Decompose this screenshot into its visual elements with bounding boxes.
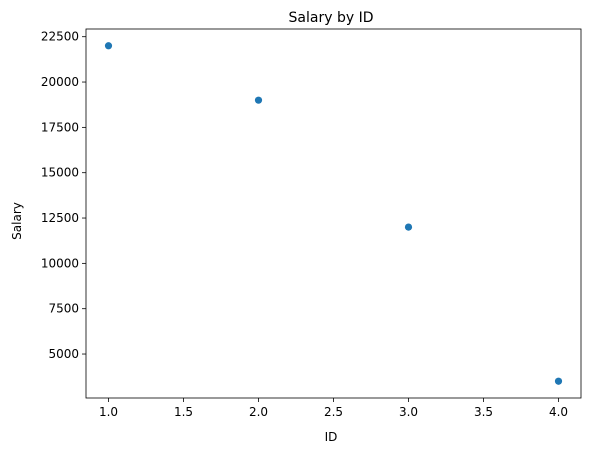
x-tick-label: 3.0 (399, 405, 418, 419)
x-tick-label: 1.5 (174, 405, 193, 419)
chart-title: Salary by ID (289, 10, 374, 26)
y-tick-label: 17500 (41, 120, 79, 134)
data-point (404, 223, 413, 231)
data-point (104, 42, 113, 50)
plot-frame (85, 28, 582, 399)
x-tick-label: 4.0 (549, 405, 568, 419)
data-point (254, 96, 263, 104)
x-tick-label: 2.5 (324, 405, 343, 419)
data-point (554, 377, 563, 385)
x-tick-label: 2.0 (249, 405, 268, 419)
y-tick-label: 12500 (41, 211, 79, 225)
x-tick-label: 1.0 (99, 405, 118, 419)
y-tick-label: 7500 (48, 302, 79, 316)
y-tick-label: 22500 (41, 30, 79, 44)
x-axis-ticks: 1.0 1.5 2.0 2.5 3.0 3.5 4.0 (99, 398, 568, 419)
y-tick-label: 5000 (48, 347, 79, 361)
y-axis-ticks: 5000 7500 10000 12500 15000 17500 20000 22500 (41, 30, 86, 361)
y-tick-label: 15000 (41, 166, 79, 180)
data-points (104, 42, 563, 385)
x-tick-label: 3.5 (474, 405, 493, 419)
y-axis-label: Salary (10, 202, 24, 240)
x-axis-label: ID (325, 430, 338, 444)
y-tick-label: 10000 (41, 256, 79, 270)
y-tick-label: 20000 (41, 75, 79, 89)
